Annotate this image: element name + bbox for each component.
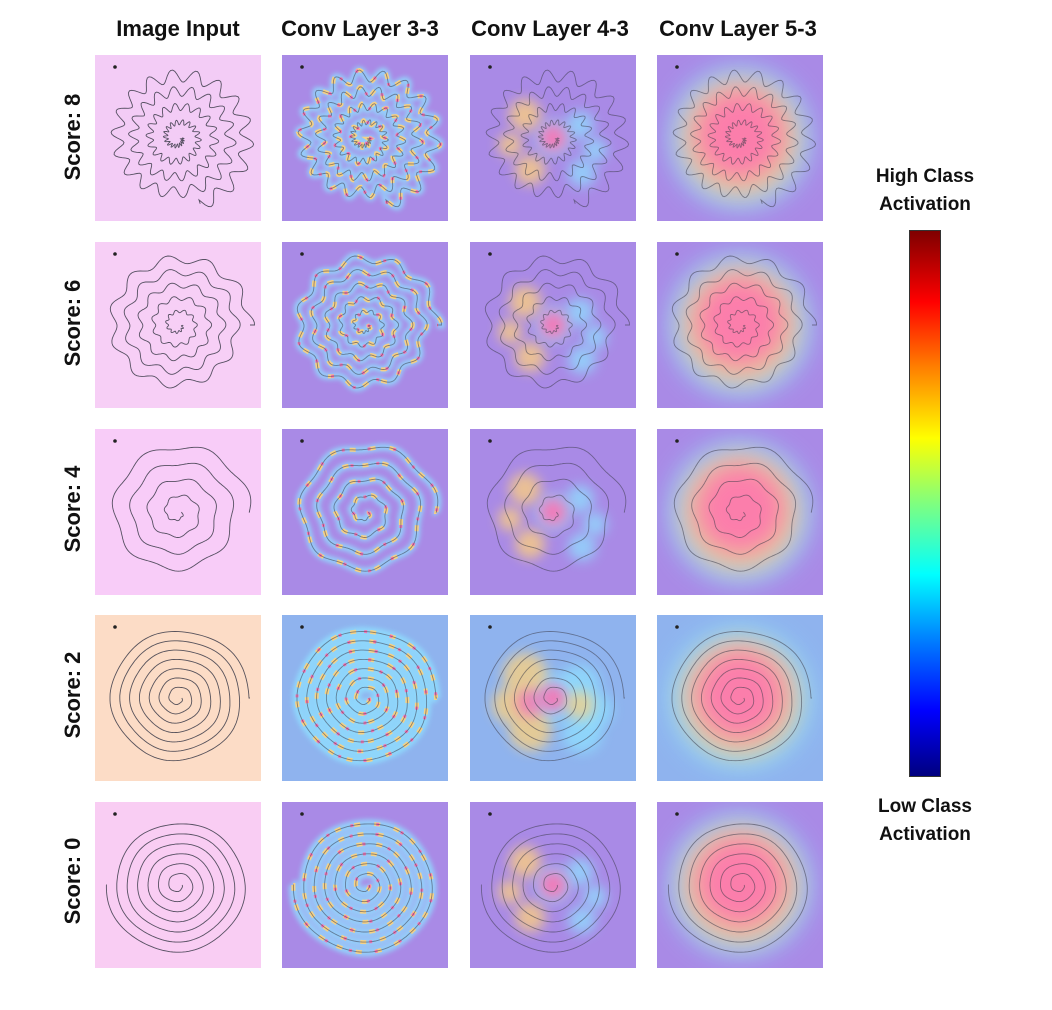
row-label-score-8: Score: 8 [60,93,85,181]
row-label-score-0: Score: 0 [60,837,85,925]
cell-score-6-conv-3-3 [282,242,448,408]
cell-score-8-conv-5-3 [657,55,823,221]
activation-colorbar [909,230,941,777]
cell-score-8-conv-3-3 [282,55,448,221]
row-label-score-6: Score: 6 [60,279,85,367]
cell-score-4-conv-5-3 [657,429,823,595]
cell-score-4-conv-4-3 [470,429,636,595]
cell-score-6-conv-5-3 [657,242,823,408]
cell-score-2-image-input [95,615,261,781]
cell-score-0-conv-5-3 [657,802,823,968]
cell-score-4-conv-3-3 [282,429,448,595]
cell-score-8-image-input [95,55,261,221]
legend-high-label: High Class Activation [850,163,1000,219]
column-header-conv-3-3: Conv Layer 3-3 [281,16,439,41]
row-label-score-2: Score: 2 [60,651,85,739]
row-label-score-4: Score: 4 [60,465,85,553]
cell-score-2-conv-5-3 [657,615,823,781]
column-header-conv-5-3: Conv Layer 5-3 [659,16,817,41]
cell-score-2-conv-4-3 [470,615,636,781]
cell-score-2-conv-3-3 [282,615,448,781]
legend-low-label: Low Class Activation [850,793,1000,849]
cell-score-4-image-input [95,429,261,595]
legend-high-line-2: Activation [879,194,971,215]
legend-high-line-1: High Class [875,166,975,187]
cell-score-0-conv-3-3 [282,802,448,968]
cell-score-8-conv-4-3 [470,55,636,221]
cell-score-6-conv-4-3 [470,242,636,408]
legend-low-line-2: Activation [879,824,971,845]
cell-score-0-conv-4-3 [470,802,636,968]
cell-score-6-image-input [95,242,261,408]
legend-low-line-1: Low Class [878,796,972,817]
column-header-image-input: Image Input [116,16,240,41]
column-header-conv-4-3: Conv Layer 4-3 [471,16,629,41]
cell-score-0-image-input [95,802,261,968]
